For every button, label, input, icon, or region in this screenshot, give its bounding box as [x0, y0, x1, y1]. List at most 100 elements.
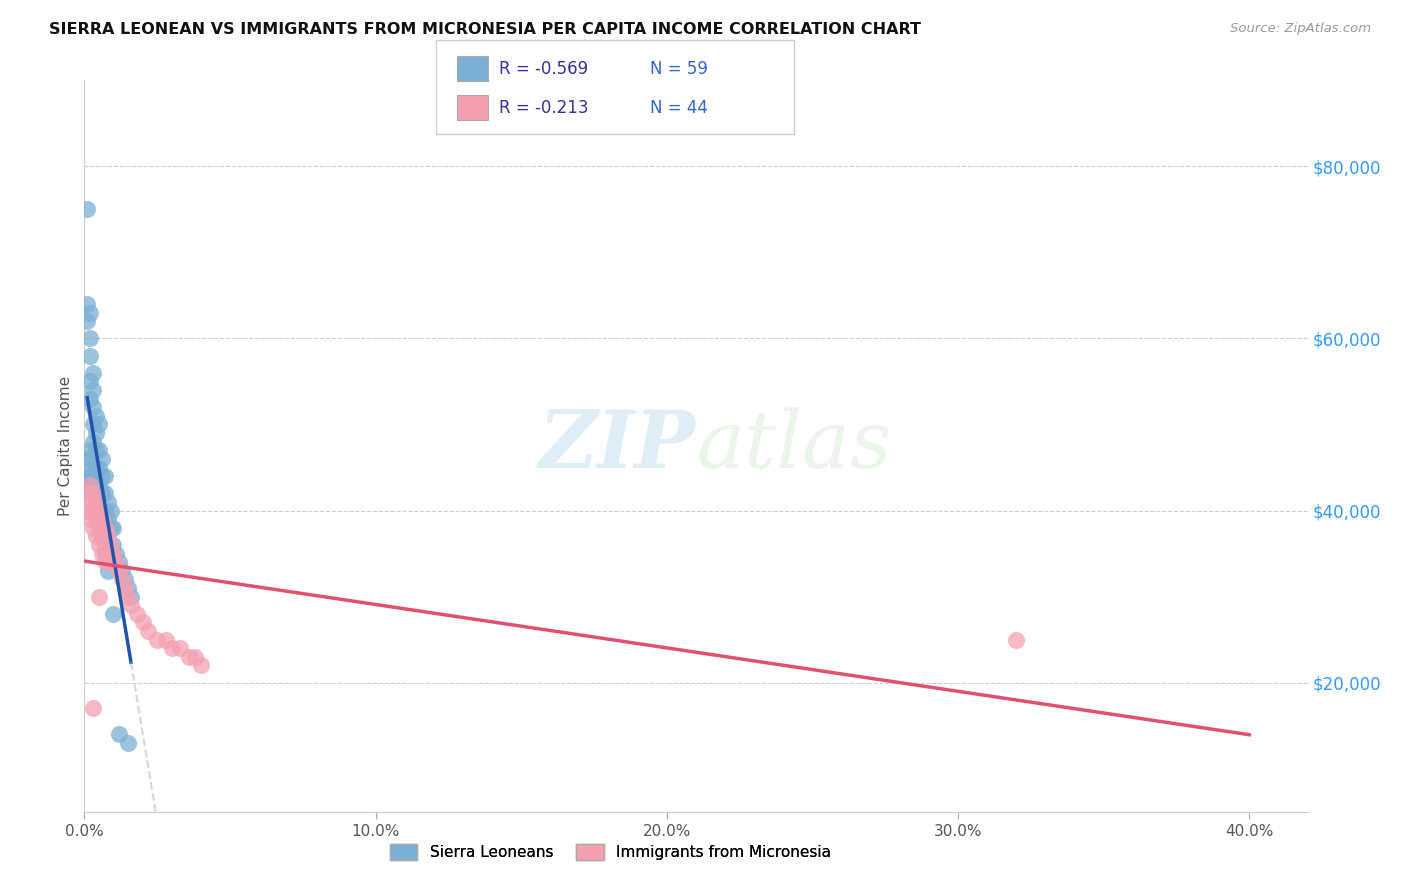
Point	[84, 529, 107, 543]
Point	[120, 590, 142, 604]
Point	[93, 555, 115, 569]
Point	[84, 426, 107, 441]
Point	[82, 383, 104, 397]
Point	[87, 512, 110, 526]
Point	[79, 495, 101, 509]
Point	[108, 555, 131, 569]
Point	[82, 486, 104, 500]
Point	[93, 503, 115, 517]
Point	[93, 486, 115, 500]
Point	[76, 477, 98, 491]
Point	[103, 538, 125, 552]
Point	[87, 503, 110, 517]
Point	[79, 349, 101, 363]
Point	[146, 632, 169, 647]
Point	[190, 658, 212, 673]
Point	[87, 538, 110, 552]
Point	[84, 460, 107, 475]
Point	[97, 495, 120, 509]
Text: Source: ZipAtlas.com: Source: ZipAtlas.com	[1230, 22, 1371, 36]
Point	[105, 547, 128, 561]
Point	[1005, 632, 1028, 647]
Point	[108, 564, 131, 578]
Point	[84, 495, 107, 509]
Text: N = 44: N = 44	[650, 99, 707, 117]
Point	[79, 469, 101, 483]
Point	[87, 443, 110, 458]
Point	[179, 649, 201, 664]
Point	[82, 701, 104, 715]
Point	[90, 529, 112, 543]
Point	[90, 529, 112, 543]
Point	[100, 538, 122, 552]
Point	[79, 469, 101, 483]
Point	[79, 477, 101, 491]
Point	[90, 451, 112, 466]
Point	[117, 590, 139, 604]
Point	[120, 598, 142, 612]
Point	[93, 547, 115, 561]
Point	[79, 451, 101, 466]
Point	[117, 581, 139, 595]
Point	[138, 624, 160, 638]
Point	[84, 443, 107, 458]
Point	[82, 477, 104, 491]
Text: R = -0.213: R = -0.213	[499, 99, 589, 117]
Point	[103, 521, 125, 535]
Text: R = -0.569: R = -0.569	[499, 60, 588, 78]
Point	[97, 564, 120, 578]
Point	[84, 409, 107, 423]
Text: N = 59: N = 59	[650, 60, 707, 78]
Point	[114, 573, 136, 587]
Point	[111, 564, 134, 578]
Point	[100, 521, 122, 535]
Point	[76, 486, 98, 500]
Point	[100, 555, 122, 569]
Point	[79, 305, 101, 319]
Point	[108, 727, 131, 741]
Point	[90, 512, 112, 526]
Point	[82, 503, 104, 517]
Point	[82, 460, 104, 475]
Point	[155, 632, 177, 647]
Point	[79, 443, 101, 458]
Point	[87, 460, 110, 475]
Point	[76, 314, 98, 328]
Text: SIERRA LEONEAN VS IMMIGRANTS FROM MICRONESIA PER CAPITA INCOME CORRELATION CHART: SIERRA LEONEAN VS IMMIGRANTS FROM MICRON…	[49, 22, 921, 37]
Point	[82, 417, 104, 432]
Point	[76, 503, 98, 517]
Point	[103, 547, 125, 561]
Y-axis label: Per Capita Income: Per Capita Income	[58, 376, 73, 516]
Point	[87, 521, 110, 535]
Point	[97, 529, 120, 543]
Point	[76, 202, 98, 217]
Point	[79, 392, 101, 406]
Point	[79, 512, 101, 526]
Point	[100, 503, 122, 517]
Point	[114, 581, 136, 595]
Point	[84, 495, 107, 509]
Point	[90, 486, 112, 500]
Point	[184, 649, 207, 664]
Point	[97, 512, 120, 526]
Text: atlas: atlas	[696, 408, 891, 484]
Point	[82, 434, 104, 449]
Point	[79, 331, 101, 345]
Point	[79, 375, 101, 389]
Point	[105, 555, 128, 569]
Point	[131, 615, 153, 630]
Point	[76, 451, 98, 466]
Point	[84, 503, 107, 517]
Point	[82, 521, 104, 535]
Text: ZIP: ZIP	[538, 408, 696, 484]
Point	[82, 401, 104, 415]
Point	[82, 366, 104, 380]
Point	[125, 607, 148, 621]
Point	[93, 538, 115, 552]
Point	[169, 641, 191, 656]
Point	[87, 590, 110, 604]
Point	[87, 417, 110, 432]
Point	[76, 469, 98, 483]
Point	[84, 512, 107, 526]
Point	[90, 547, 112, 561]
